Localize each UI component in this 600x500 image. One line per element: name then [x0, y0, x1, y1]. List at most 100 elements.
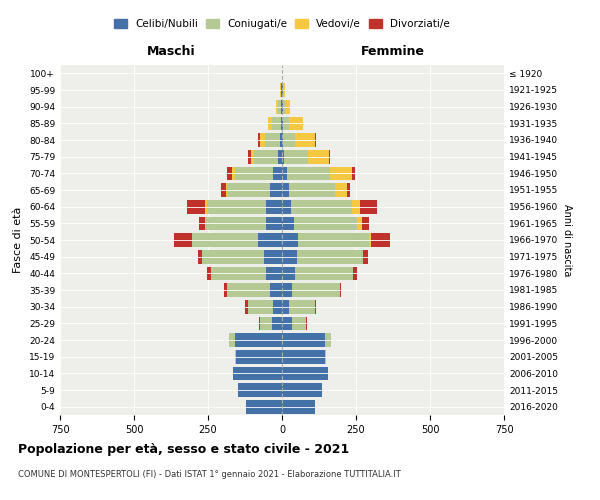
Bar: [205, 216, 266, 230]
Bar: [352, 200, 361, 213]
Bar: [280, 83, 281, 97]
Bar: [282, 350, 325, 364]
Bar: [211, 266, 266, 280]
Bar: [358, 216, 362, 230]
Bar: [265, 133, 280, 147]
Bar: [276, 100, 278, 114]
Text: COMUNE DI MONTESPERTOLI (FI) - Dati ISTAT 1° gennaio 2021 - Elaborazione TUTTITA: COMUNE DI MONTESPERTOLI (FI) - Dati ISTA…: [18, 470, 401, 479]
Text: Maschi: Maschi: [146, 46, 196, 59]
Bar: [282, 316, 292, 330]
Bar: [187, 200, 205, 213]
Bar: [283, 116, 289, 130]
Bar: [282, 116, 283, 130]
Bar: [362, 216, 370, 230]
Bar: [245, 300, 248, 314]
Bar: [285, 100, 290, 114]
Bar: [291, 200, 352, 213]
Bar: [353, 266, 358, 280]
Text: Femmine: Femmine: [361, 46, 425, 59]
Bar: [295, 266, 353, 280]
Bar: [325, 350, 326, 364]
Bar: [224, 283, 227, 297]
Bar: [233, 366, 282, 380]
Y-axis label: Fasce di età: Fasce di età: [13, 207, 23, 273]
Bar: [273, 166, 282, 180]
Bar: [282, 250, 297, 264]
Bar: [221, 183, 226, 197]
Bar: [347, 183, 350, 197]
Bar: [282, 383, 322, 397]
Bar: [282, 333, 325, 347]
Bar: [364, 250, 368, 264]
Bar: [280, 133, 282, 147]
Bar: [236, 350, 282, 364]
Bar: [273, 300, 282, 314]
Bar: [287, 166, 330, 180]
Bar: [278, 100, 281, 114]
Bar: [282, 200, 291, 213]
Bar: [259, 316, 260, 330]
Bar: [371, 233, 390, 247]
Bar: [294, 216, 358, 230]
Bar: [202, 250, 264, 264]
Bar: [227, 166, 232, 180]
Bar: [197, 250, 202, 264]
Bar: [272, 116, 281, 130]
Bar: [248, 150, 251, 164]
Bar: [282, 400, 314, 413]
Bar: [292, 283, 340, 297]
Bar: [266, 266, 282, 280]
Legend: Celibi/Nubili, Coniugati/e, Vedovi/e, Divorziati/e: Celibi/Nubili, Coniugati/e, Vedovi/e, Di…: [111, 16, 453, 32]
Text: Popolazione per età, sesso e stato civile - 2021: Popolazione per età, sesso e stato civil…: [18, 442, 349, 456]
Bar: [260, 316, 272, 330]
Bar: [266, 200, 282, 213]
Bar: [192, 233, 259, 247]
Bar: [305, 316, 307, 330]
Bar: [248, 300, 273, 314]
Bar: [278, 150, 282, 164]
Bar: [282, 100, 283, 114]
Bar: [247, 400, 282, 413]
Bar: [289, 116, 303, 130]
Bar: [292, 316, 305, 330]
Bar: [283, 100, 285, 114]
Bar: [298, 233, 370, 247]
Bar: [282, 133, 283, 147]
Bar: [270, 283, 282, 297]
Bar: [282, 166, 287, 180]
Bar: [330, 166, 352, 180]
Bar: [251, 150, 254, 164]
Bar: [199, 216, 205, 230]
Bar: [282, 366, 328, 380]
Bar: [289, 183, 335, 197]
Bar: [226, 183, 227, 197]
Bar: [329, 150, 330, 164]
Bar: [289, 300, 314, 314]
Bar: [282, 266, 295, 280]
Bar: [206, 200, 266, 213]
Bar: [282, 216, 294, 230]
Bar: [235, 166, 273, 180]
Bar: [272, 316, 282, 330]
Bar: [370, 233, 371, 247]
Bar: [264, 250, 282, 264]
Bar: [282, 283, 292, 297]
Bar: [281, 116, 282, 130]
Bar: [361, 200, 377, 213]
Bar: [258, 133, 260, 147]
Bar: [235, 333, 282, 347]
Bar: [297, 250, 364, 264]
Bar: [281, 100, 282, 114]
Bar: [314, 133, 316, 147]
Bar: [352, 166, 355, 180]
Bar: [259, 233, 282, 247]
Bar: [282, 233, 298, 247]
Bar: [340, 283, 341, 297]
Bar: [227, 283, 270, 297]
Bar: [254, 150, 278, 164]
Bar: [282, 150, 284, 164]
Y-axis label: Anni di nascita: Anni di nascita: [562, 204, 572, 276]
Bar: [205, 200, 206, 213]
Bar: [283, 133, 295, 147]
Bar: [308, 150, 329, 164]
